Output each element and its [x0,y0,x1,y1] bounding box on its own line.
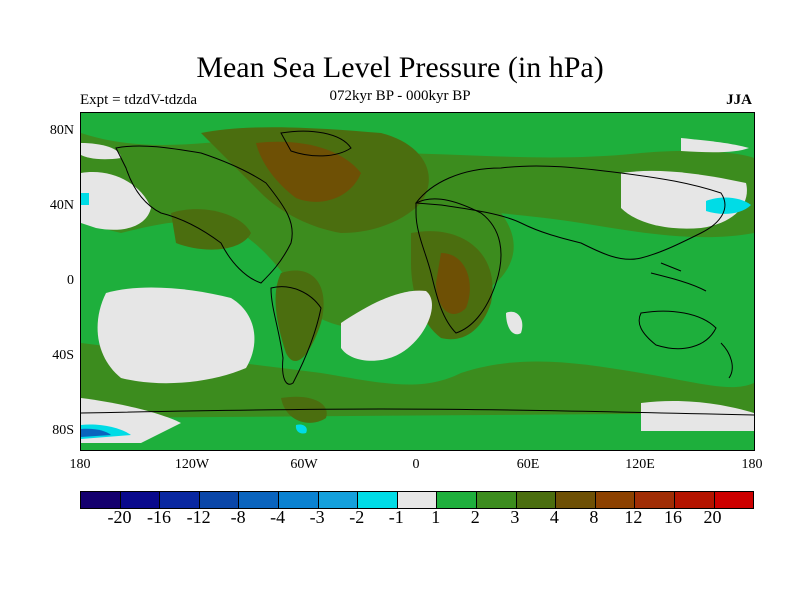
colorbar-swatch [714,492,754,508]
lon-label-180e: 180 [741,457,763,472]
map-panel [80,112,755,451]
field-blue-layer [81,428,111,437]
lon-label-60e: 60E [516,457,540,472]
colorbar-tick-label: -12 [186,507,211,527]
colorbar-tick-label: -20 [107,507,132,527]
lat-label-80s: 80S [52,423,74,438]
colorbar-swatch [318,492,359,508]
colorbar-tick-label: -3 [309,507,325,527]
colorbar-tick-label: 1 [431,507,441,527]
colorbar-tick-label: 16 [663,507,682,527]
colorbar-swatch [595,492,636,508]
colorbar-tick-label: -4 [270,507,286,527]
colorbar-tick-label: -8 [230,507,246,527]
map-canvas [81,113,754,450]
map-title: Mean Sea Level Pressure (in hPa) [196,51,604,84]
colorbar-swatch [278,492,319,508]
colorbar-swatch [358,492,398,508]
colorbar-swatch [476,492,517,508]
lat-label-40s: 40S [52,348,74,363]
lon-label-120w: 120W [174,457,210,472]
lon-label-180w: 180 [69,457,91,472]
colorbar-tick-label: 4 [549,507,559,527]
colorbar-swatch [556,492,596,508]
colorbar-swatch [437,492,477,508]
colorbar-swatch [674,492,715,508]
field-brown-layer [171,127,493,423]
colorbar-tick-label: 20 [703,507,722,527]
colorbar [80,491,754,509]
colorbar-swatch [199,492,240,508]
colorbar-swatch [239,492,279,508]
colorbar-tick-label: -1 [388,507,404,527]
colorbar-swatch [397,492,438,508]
colorbar-swatch [516,492,557,508]
colorbar-swatch [635,492,675,508]
experiment-label: Expt = tdzdV-tdzda [80,92,198,108]
colorbar-swatch [120,492,161,508]
coastlines [81,130,754,416]
lon-label-0: 0 [412,457,420,472]
season-label: JJA [726,92,752,108]
colorbar-tick-label: -16 [147,507,172,527]
lon-label-120e: 120E [625,457,655,472]
lat-label-0: 0 [67,273,74,288]
colorbar-tick-label: 12 [624,507,643,527]
colorbar-tick-label: 8 [589,507,599,527]
colorbar-tick-label: -2 [349,507,365,527]
colorbar-tick-label: 3 [510,507,520,527]
field-darkbrown-layer [256,141,470,314]
lat-label-80n: 80N [49,123,74,138]
colorbar-swatch [81,492,121,508]
map-subtitle: 072kyr BP - 000kyr BP [329,88,471,104]
lat-label-40n: 40N [49,198,74,213]
lon-label-60w: 60W [290,457,318,472]
colorbar-swatch [160,492,200,508]
colorbar-tick-label: 2 [470,507,480,527]
